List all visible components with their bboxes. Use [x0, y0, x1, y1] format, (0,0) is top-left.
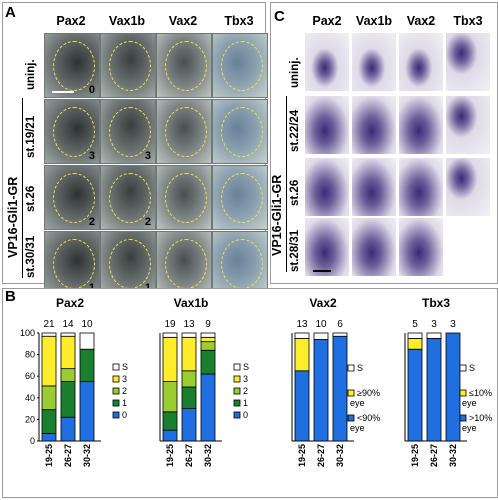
panel-c-image-r0-c2: [399, 33, 443, 91]
panel-a-group-line: [22, 98, 23, 278]
panel-a-scale-bar: [52, 91, 74, 93]
eye-outline: [165, 173, 207, 223]
eye-outline: [53, 107, 95, 157]
panel-c-row-label-2: st.26: [289, 179, 301, 206]
panel-c-image-r2-c3: [446, 158, 490, 216]
panel-a-image-r2-c0: 2: [44, 165, 100, 230]
panel-a-image-r2-c2: [156, 165, 212, 230]
panel-a-image-r3-c2: [156, 231, 212, 296]
phenotype-score: 3: [88, 150, 95, 162]
panel-c-col-head-0: Pax2: [312, 14, 342, 28]
panel-c-group-line: [286, 96, 287, 272]
panel-a-row-label-0: uninj.: [25, 59, 37, 90]
phenotype-score: 3: [144, 150, 151, 162]
panel-a-image-r0-c3: [212, 33, 268, 98]
panel-c-image-r0-c0: [305, 33, 349, 91]
eye-outline: [109, 41, 151, 91]
panel-c-row-label-3: st.28/31: [289, 229, 301, 272]
panel-a-col-head-3: Tbx3: [224, 14, 254, 28]
eye-outline: [53, 41, 95, 91]
phenotype-score: 0: [88, 84, 95, 96]
phenotype-score: 2: [88, 216, 95, 228]
panel-c-image-r3-c1: [352, 218, 396, 276]
panel-a-image-r2-c3: [212, 165, 268, 230]
panel-c-image-r1-c1: [352, 96, 396, 154]
panel-c-image-r1-c0: [305, 96, 349, 154]
panel-a-row-label-1: st.19/21: [25, 115, 37, 158]
eye-outline: [53, 173, 95, 223]
panel-c-image-r1-c2: [399, 96, 443, 154]
panel-c-letter: C: [274, 8, 285, 25]
panel-a-col-head-2: Vax2: [168, 14, 198, 28]
panel-a-group-label: VP16-Gli1-GR: [6, 176, 20, 258]
panel-a-col-head-1: Vax1b: [108, 14, 146, 28]
eye-outline: [221, 173, 263, 223]
panel-a-image-r1-c3: [212, 99, 268, 164]
eye-outline: [221, 41, 263, 91]
panel-c-image-r0-c1: [352, 33, 396, 91]
panel-c-image-r3-c2: [399, 218, 443, 276]
panel-a-row-label-3: st.30/31: [25, 235, 37, 278]
panel-a-image-r0-c2: [156, 33, 212, 98]
eye-outline: [109, 107, 151, 157]
panel-c-col-head-2: Vax2: [406, 14, 436, 28]
panel-a-image-r3-c3: [212, 231, 268, 296]
panel-c-row-label-1: st.22/24: [289, 109, 301, 152]
panel-a-image-r0-c1: [100, 33, 156, 98]
panel-a-image-r1-c0: 3: [44, 99, 100, 164]
eye-outline: [109, 173, 151, 223]
panel-c-image-r1-c3: [446, 96, 490, 154]
eye-outline: [165, 41, 207, 91]
panel-c-group-label: VP16-Gli1-GR: [270, 174, 284, 256]
panel-b-frame: [2, 288, 498, 498]
panel-c-image-r2-c2: [399, 158, 443, 216]
panel-a-image-r3-c1: 1: [100, 231, 156, 296]
panel-c-image-r3-c0: [305, 218, 349, 276]
panel-c-scale-bar: [313, 270, 331, 272]
panel-c-image-r2-c0: [305, 158, 349, 216]
panel-a-image-r1-c2: [156, 99, 212, 164]
panel-a-letter: A: [5, 4, 16, 21]
panel-c-image-r0-c3: [446, 33, 490, 91]
eye-outline: [165, 239, 207, 289]
phenotype-score: 2: [144, 216, 151, 228]
eye-outline: [221, 239, 263, 289]
panel-a-row-label-2: st.26: [25, 185, 37, 212]
panel-a-image-r1-c1: 3: [100, 99, 156, 164]
eye-outline: [165, 107, 207, 157]
panel-a-col-head-0: Pax2: [56, 14, 86, 28]
panel-b-letter: B: [5, 288, 16, 305]
panel-a-image-r2-c1: 2: [100, 165, 156, 230]
eye-outline: [221, 107, 263, 157]
panel-c-image-r2-c1: [352, 158, 396, 216]
panel-c-col-head-3: Tbx3: [453, 14, 483, 28]
panel-c-row-label-0: uninj.: [289, 57, 301, 88]
panel-a-image-r0-c0: 0: [44, 33, 100, 98]
panel-a-image-r3-c0: 1: [44, 231, 100, 296]
panel-c-col-head-1: Vax1b: [355, 14, 393, 28]
